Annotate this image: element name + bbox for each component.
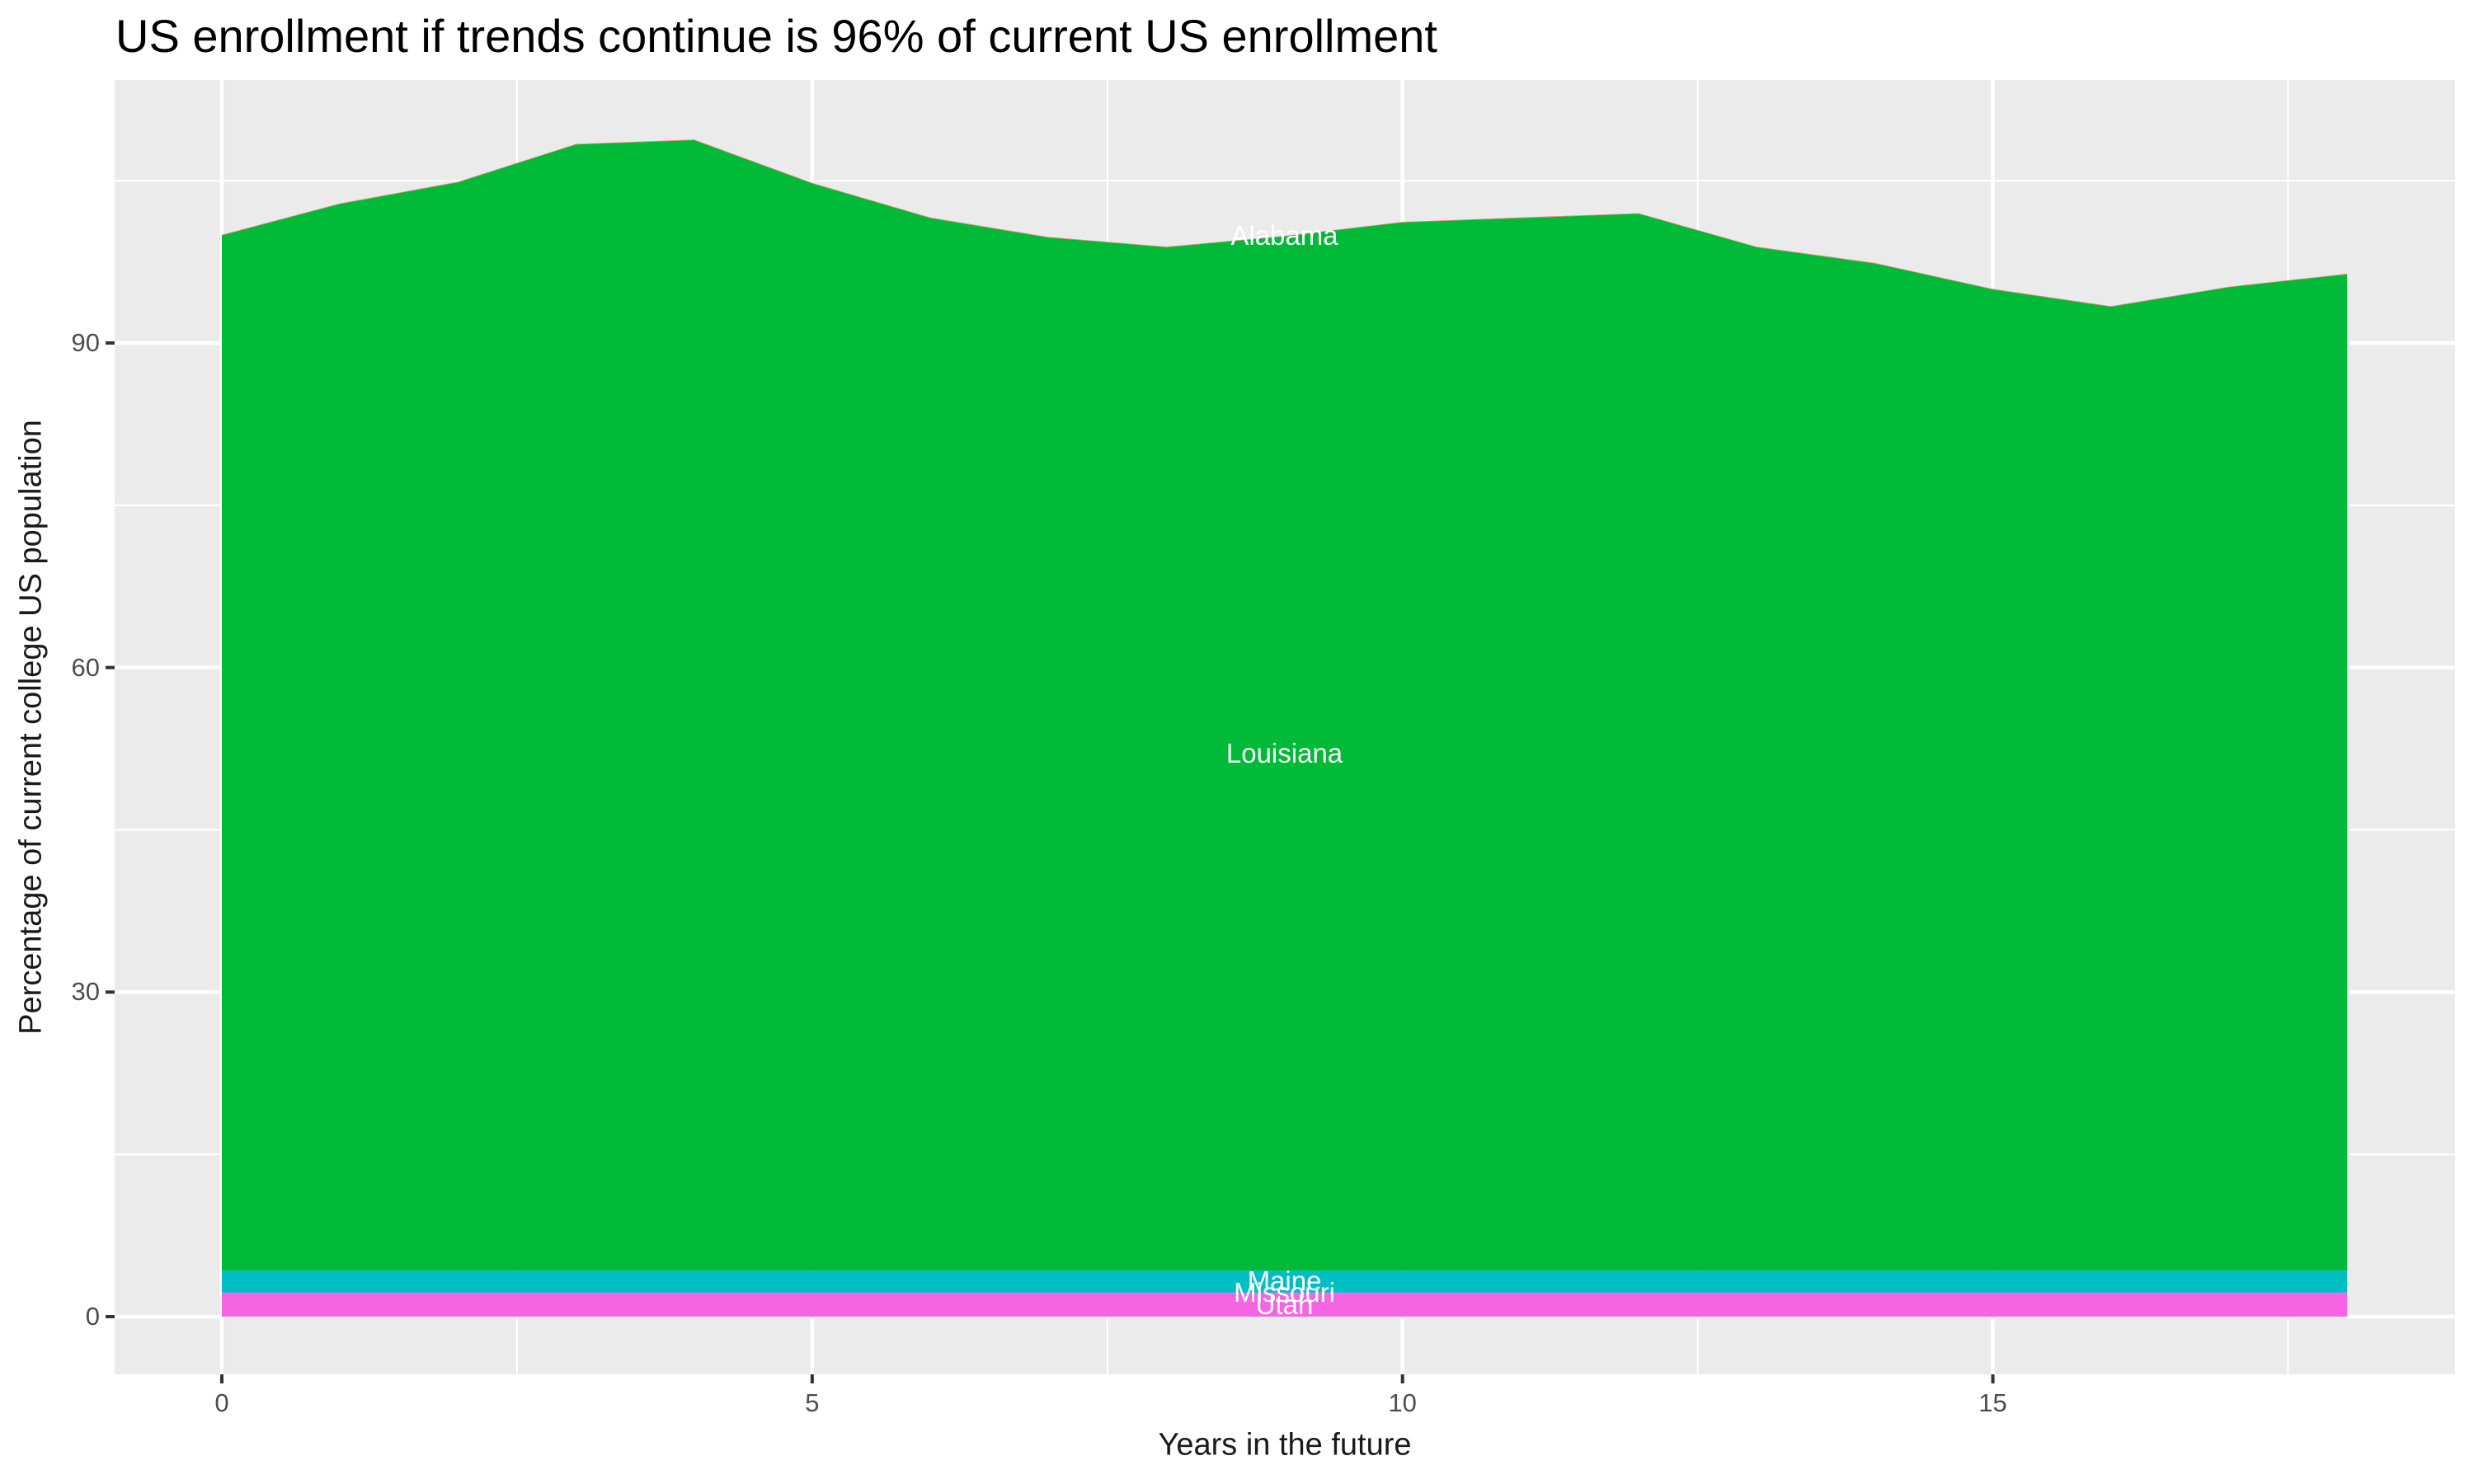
- area-missouri: [222, 1292, 2348, 1294]
- series-label-alabama: Alabama: [1230, 220, 1338, 251]
- area-louisiana: [222, 140, 2348, 1271]
- x-tick-label: 0: [214, 1388, 229, 1417]
- series-label-missouri: Missouri: [1234, 1276, 1335, 1308]
- x-tick-label: 5: [805, 1388, 820, 1417]
- y-tick-label: 0: [85, 1302, 100, 1331]
- y-tick-label: 60: [71, 652, 100, 682]
- x-tick-label: 10: [1388, 1388, 1417, 1417]
- y-tick-label: 30: [71, 977, 100, 1007]
- chart-title: US enrollment if trends continue is 96% …: [115, 10, 1437, 62]
- series-label-maine: Maine: [1247, 1266, 1322, 1297]
- area-maine: [222, 1270, 2348, 1293]
- x-axis-title: Years in the future: [1158, 1427, 1412, 1463]
- series-label-utah: Utah: [1255, 1289, 1314, 1320]
- y-tick-label: 90: [71, 328, 100, 358]
- series-label-louisiana: Louisiana: [1225, 737, 1343, 768]
- y-axis-title: Percentage of current college US populat…: [13, 420, 49, 1035]
- x-tick-label: 15: [1978, 1388, 2007, 1417]
- area-utah: [222, 1293, 2348, 1317]
